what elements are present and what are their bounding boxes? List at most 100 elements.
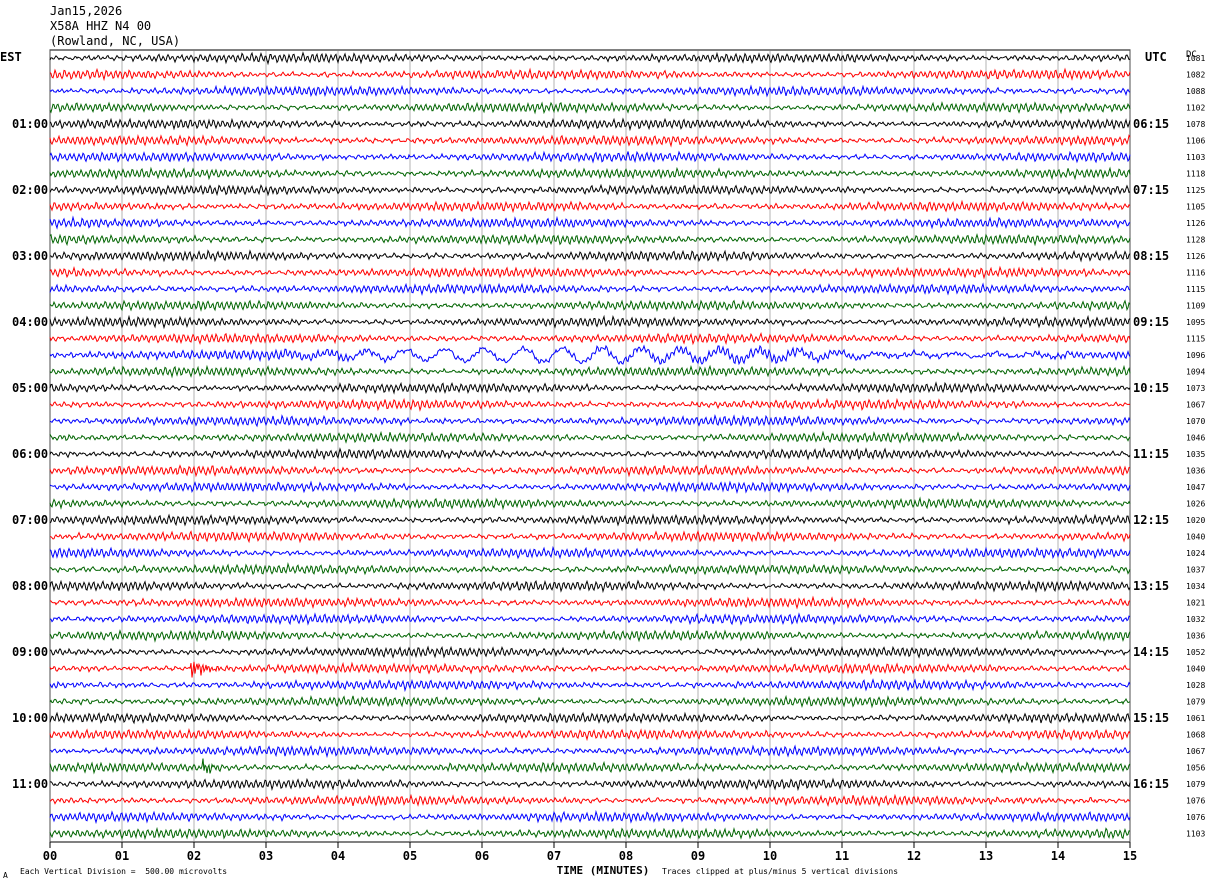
dc-offset-label: 1125 xyxy=(1186,186,1205,195)
dc-offset-label: 1078 xyxy=(1186,120,1205,129)
trace-row-46 xyxy=(49,809,1131,825)
dc-offset-label: 1021 xyxy=(1186,599,1205,608)
x-tick-label: 15 xyxy=(1123,849,1137,863)
left-hour-label: 07:00 xyxy=(12,513,48,527)
trace-row-5 xyxy=(49,133,1131,148)
x-tick-label: 05 xyxy=(403,849,417,863)
trace-row-12 xyxy=(49,249,1131,263)
dc-offset-label: 1115 xyxy=(1186,335,1205,344)
right-hour-label: 08:15 xyxy=(1133,249,1169,263)
x-tick-label: 10 xyxy=(763,849,777,863)
right-hour-label: 10:15 xyxy=(1133,381,1169,395)
dc-offset-label: 1076 xyxy=(1186,813,1205,822)
dc-offset-label: 1040 xyxy=(1186,533,1205,542)
x-axis-label: TIME (MINUTES) xyxy=(557,864,650,877)
trace-row-17 xyxy=(49,332,1131,346)
trace-row-28 xyxy=(49,513,1131,527)
trace-row-26 xyxy=(49,480,1131,495)
dc-offset-label: 1105 xyxy=(1186,203,1205,212)
right-hour-label: 15:15 xyxy=(1133,711,1169,725)
dc-offset-label: 1081 xyxy=(1186,54,1205,63)
dc-offset-label: 1061 xyxy=(1186,714,1205,723)
trace-row-47 xyxy=(49,826,1130,840)
trace-row-31 xyxy=(49,562,1131,576)
trace-row-2 xyxy=(49,84,1131,98)
x-tick-label: 01 xyxy=(115,849,129,863)
dc-offset-label: 1096 xyxy=(1186,351,1205,360)
trace-row-13 xyxy=(49,265,1131,280)
corner-mark: A xyxy=(3,871,8,880)
dc-offset-label: 1052 xyxy=(1186,648,1205,657)
dc-offset-label: 1118 xyxy=(1186,170,1205,179)
dc-offset-label: 1115 xyxy=(1186,285,1205,294)
dc-offset-label: 1046 xyxy=(1186,434,1205,443)
dc-offset-label: 1056 xyxy=(1186,764,1205,773)
dc-offset-label: 1067 xyxy=(1186,747,1205,756)
x-tick-label: 13 xyxy=(979,849,993,863)
right-hour-label: 06:15 xyxy=(1133,117,1169,131)
trace-row-21 xyxy=(49,397,1131,412)
trace-row-9 xyxy=(49,199,1131,214)
right-hour-label: 13:15 xyxy=(1133,579,1169,593)
dc-offset-label: 1076 xyxy=(1186,797,1205,806)
right-timezone-label: UTC xyxy=(1145,50,1167,64)
trace-row-20 xyxy=(49,381,1131,395)
dc-offset-label: 1040 xyxy=(1186,665,1205,674)
dc-offset-label: 1088 xyxy=(1186,87,1205,96)
dc-offset-label: 1126 xyxy=(1186,219,1205,228)
trace-row-42 xyxy=(50,744,1131,759)
left-hour-label: 05:00 xyxy=(12,381,48,395)
dc-offset-label: 1102 xyxy=(1186,104,1205,113)
left-hour-label: 11:00 xyxy=(12,777,48,791)
left-hour-label: 01:00 xyxy=(12,117,48,131)
trace-row-36 xyxy=(49,645,1131,659)
trace-row-37 xyxy=(49,661,1131,678)
dc-offset-label: 1103 xyxy=(1186,830,1205,839)
trace-row-10 xyxy=(49,215,1131,230)
x-tick-label: 04 xyxy=(331,849,345,863)
left-hour-label: 09:00 xyxy=(12,645,48,659)
left-hour-label: 02:00 xyxy=(12,183,48,197)
trace-row-27 xyxy=(49,496,1131,511)
x-tick-label: 07 xyxy=(547,849,561,863)
dc-offset-label: 1079 xyxy=(1186,698,1205,707)
time-axis: 00 01 02 03 04 05 06 07 08 09 10 11 12 13 14 15 xyxy=(43,842,1137,863)
dc-offset-label: 1047 xyxy=(1186,483,1205,492)
x-tick-label: 00 xyxy=(43,849,57,863)
right-hour-label: 09:15 xyxy=(1133,315,1169,329)
dc-offset-label: 1079 xyxy=(1186,780,1205,789)
dc-offset-label: 1068 xyxy=(1186,731,1205,740)
dc-offset-label: 1032 xyxy=(1186,615,1205,624)
dc-offset-label: 1028 xyxy=(1186,681,1205,690)
dc-offset-label: 1109 xyxy=(1186,302,1205,311)
dc-offset-label: 1035 xyxy=(1186,450,1205,459)
dc-offset-label: 1020 xyxy=(1186,516,1205,525)
right-hour-label: 11:15 xyxy=(1133,447,1169,461)
dc-offset-label: 1126 xyxy=(1186,252,1205,261)
x-tick-label: 14 xyxy=(1051,849,1065,863)
trace-row-3 xyxy=(49,101,1131,115)
trace-row-29 xyxy=(49,529,1131,544)
right-hour-label: 07:15 xyxy=(1133,183,1169,197)
dc-offset-label: 1070 xyxy=(1186,417,1205,426)
trace-row-24 xyxy=(49,447,1131,461)
trace-row-30 xyxy=(49,545,1131,560)
dc-offset-label: 1067 xyxy=(1186,401,1205,410)
trace-row-8 xyxy=(49,183,1131,197)
trace-row-19 xyxy=(49,364,1131,379)
trace-row-14 xyxy=(49,282,1131,296)
left-hour-label: 08:00 xyxy=(12,579,48,593)
dc-offset-label: 1036 xyxy=(1186,632,1205,641)
left-hour-label: 10:00 xyxy=(12,711,48,725)
x-tick-label: 08 xyxy=(619,849,633,863)
trace-row-32 xyxy=(49,579,1131,594)
x-tick-label: 12 xyxy=(907,849,921,863)
trace-row-16 xyxy=(49,314,1131,330)
grid-lines xyxy=(49,49,1131,843)
trace-group xyxy=(49,51,1131,840)
trace-row-45 xyxy=(49,793,1131,808)
trace-row-34 xyxy=(49,612,1131,626)
trace-row-22 xyxy=(49,414,1131,428)
dc-offset-label: 1036 xyxy=(1186,467,1205,476)
